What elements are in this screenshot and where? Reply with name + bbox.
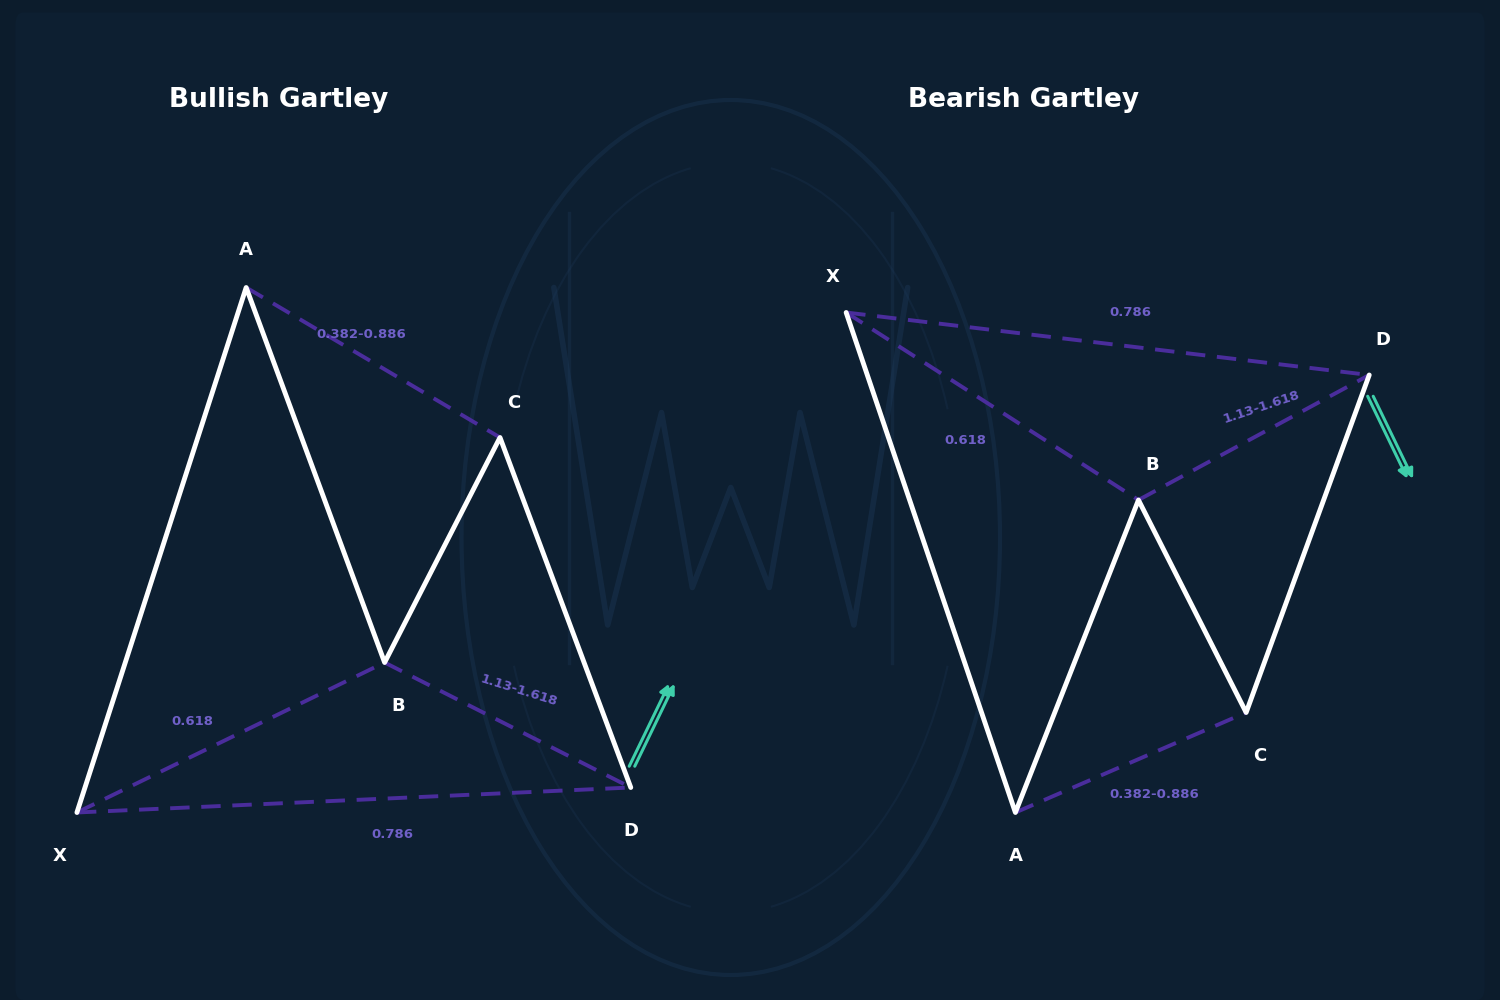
Text: Bullish Gartley: Bullish Gartley — [170, 87, 388, 113]
Text: D: D — [624, 822, 639, 840]
Text: 1.13-1.618: 1.13-1.618 — [1221, 388, 1302, 426]
Text: 0.618: 0.618 — [945, 434, 987, 447]
Text: C: C — [507, 393, 520, 412]
Text: 0.786: 0.786 — [1110, 306, 1152, 319]
Text: 0.618: 0.618 — [171, 715, 213, 728]
Text: 1.13-1.618: 1.13-1.618 — [478, 673, 560, 709]
Text: B: B — [1146, 456, 1160, 474]
Text: C: C — [1254, 747, 1266, 765]
FancyBboxPatch shape — [15, 12, 1485, 1000]
Text: 0.786: 0.786 — [372, 828, 414, 840]
Text: A: A — [1008, 847, 1023, 865]
Text: B: B — [392, 697, 405, 715]
Text: Bearish Gartley: Bearish Gartley — [908, 87, 1138, 113]
Text: 0.382-0.886: 0.382-0.886 — [1108, 788, 1198, 800]
Text: A: A — [238, 241, 254, 259]
Text: X: X — [53, 847, 68, 865]
Text: 0.382-0.886: 0.382-0.886 — [316, 328, 407, 340]
Text: X: X — [825, 268, 839, 286]
Text: D: D — [1376, 331, 1390, 349]
